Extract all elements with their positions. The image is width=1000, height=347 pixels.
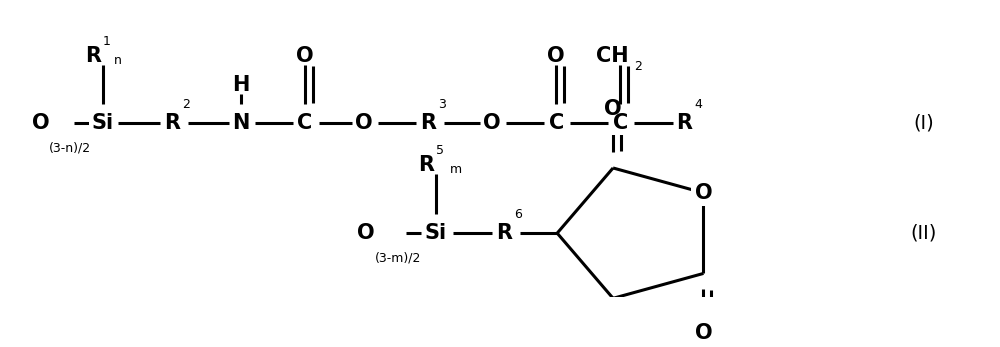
Text: R: R — [496, 223, 512, 243]
Text: O: O — [357, 223, 375, 243]
Text: R: R — [165, 113, 181, 133]
Text: O: O — [695, 323, 712, 343]
Text: 6: 6 — [514, 208, 522, 221]
Text: C: C — [613, 113, 628, 133]
Text: C: C — [549, 113, 564, 133]
Text: CH: CH — [596, 46, 629, 66]
Text: R: R — [85, 46, 101, 66]
Text: H: H — [232, 75, 249, 95]
Text: 4: 4 — [694, 98, 702, 111]
Text: 3: 3 — [438, 98, 446, 111]
Text: (3-n)/2: (3-n)/2 — [49, 141, 91, 154]
Text: O: O — [32, 113, 49, 133]
Text: R: R — [676, 113, 692, 133]
Text: (I): (I) — [914, 113, 934, 133]
Text: m: m — [450, 163, 462, 176]
Text: O: O — [547, 46, 565, 66]
Text: O: O — [296, 46, 314, 66]
Text: C: C — [297, 113, 312, 133]
Text: 2: 2 — [634, 60, 642, 73]
Text: 1: 1 — [103, 35, 110, 48]
Text: 2: 2 — [182, 98, 190, 111]
Text: Si: Si — [425, 223, 447, 243]
Text: O: O — [695, 183, 712, 203]
Text: (II): (II) — [911, 224, 937, 243]
Text: n: n — [113, 54, 121, 67]
Text: O: O — [355, 113, 373, 133]
Text: R: R — [420, 113, 436, 133]
Text: O: O — [604, 99, 622, 119]
Text: N: N — [232, 113, 249, 133]
Text: R: R — [418, 155, 434, 175]
Text: (3-m)/2: (3-m)/2 — [375, 251, 421, 264]
Text: 5: 5 — [436, 144, 444, 157]
Text: Si: Si — [92, 113, 114, 133]
Text: O: O — [483, 113, 501, 133]
